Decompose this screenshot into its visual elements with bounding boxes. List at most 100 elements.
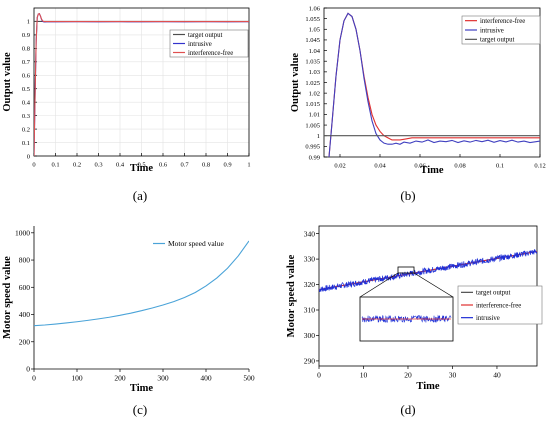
x-axis-label-c: Time	[130, 383, 153, 394]
legend-label-a-0: target output	[188, 32, 223, 39]
x-tick-label-9: 0.9	[223, 162, 231, 169]
y-tick-label-6: 0.6	[22, 73, 31, 80]
x-tick-label-5: 0.12	[534, 163, 545, 170]
series-line-d-2	[319, 249, 537, 293]
x-tick-label-4: 0.1	[496, 163, 504, 170]
legend-label-d-1: interference-free	[476, 302, 521, 309]
y-tick-label-0: 0	[26, 365, 30, 374]
y-tick-label-4: 330	[304, 255, 316, 264]
zoom-connector-right	[413, 272, 454, 298]
y-tick-label-1: 0.1	[22, 140, 30, 147]
x-tick-label-10: 1	[247, 162, 250, 169]
x-tick-label-3: 0.08	[454, 163, 465, 170]
x-tick-label-3: 0.3	[94, 162, 102, 169]
legend-d: target output interference-free intrusive	[457, 285, 543, 325]
series-line-b-1	[328, 12, 540, 157]
panel-b: 0.02 0.04 0.06 0.08 0.1 0.12 0.99 0.995 1 1.005 1.…	[290, 5, 546, 203]
series-group-c	[34, 240, 249, 327]
x-tick-label-0: 0	[317, 371, 321, 380]
y-tick-label-5: 1.015	[305, 101, 320, 108]
y-axis-label-b: Output value	[290, 53, 301, 113]
panel-label-d: (d)	[400, 402, 415, 417]
series-line-a-2	[34, 12, 249, 156]
x-tick-label-3: 30	[449, 371, 457, 380]
y-tick-label-1: 200	[19, 337, 31, 346]
x-tick-label-7: 0.7	[180, 162, 189, 169]
y-tick-label-3: 0.3	[22, 113, 30, 120]
y-tick-label-8: 0.8	[22, 46, 30, 53]
y-tick-label-11: 1.045	[305, 37, 320, 44]
legend-c: Motor speed value	[150, 237, 242, 250]
x-tick-label-0: 0	[32, 162, 35, 169]
legend-label-d-0: target output	[476, 290, 511, 297]
y-tick-label-2: 310	[304, 306, 316, 315]
y-tick-label-4: 0.4	[22, 99, 31, 106]
y-tick-label-5: 340	[304, 229, 316, 238]
x-tick-label-1: 0.1	[51, 162, 59, 169]
panel-label-a: (a)	[133, 188, 147, 203]
y-tick-label-5: 0.5	[22, 86, 30, 93]
panel-d: 0 10 20 30 40 290 300 310 320 330 340 Time Motor spe…	[286, 225, 543, 417]
x-tick-label-5: 500	[243, 374, 255, 383]
y-tick-label-10: 1.04	[309, 48, 321, 55]
x-axis-label-b: Time	[420, 165, 443, 176]
x-tick-label-2: 0.06	[414, 163, 426, 170]
x-tick-label-5: 0.5	[137, 162, 145, 169]
zoom-source-box	[397, 266, 415, 274]
x-axis-label-d: Time	[416, 381, 439, 392]
legend-label-c-0: Motor speed value	[168, 239, 224, 248]
y-tick-label-7: 1.025	[305, 80, 320, 87]
y-tick-label-2: 0.2	[22, 126, 30, 133]
y-tick-label-0: 0	[27, 153, 30, 160]
zoom-connector-left	[359, 272, 399, 298]
x-tick-label-4: 400	[200, 374, 212, 383]
y-tick-label-3: 320	[304, 280, 316, 289]
y-tick-label-13: 1.055	[305, 16, 320, 23]
y-axis-label-c: Motor speed value	[2, 256, 13, 339]
y-tick-label-2: 1	[317, 133, 320, 140]
y-tick-label-4: 1.01	[309, 112, 320, 119]
y-tick-label-2: 400	[19, 310, 31, 319]
legend-a: target output intrusive interference-free	[169, 29, 249, 58]
x-tick-label-1: 10	[360, 371, 368, 380]
y-tick-label-5: 1000	[15, 228, 30, 237]
y-tick-label-0: 0.99	[309, 154, 320, 161]
y-tick-label-9: 1.035	[305, 58, 320, 65]
panel-label-c: (c)	[133, 402, 147, 417]
panel-c: 0 100 200 300 400 500 0 200 400 600 800 1000 Time Mot…	[2, 226, 255, 417]
x-tick-label-2: 0.2	[73, 162, 81, 169]
x-axis-label-a: Time	[130, 163, 153, 174]
series-group-b	[324, 12, 540, 157]
x-tick-label-4: 0.4	[116, 162, 125, 169]
legend-label-b-0: interference-free	[480, 18, 525, 25]
series-group-d	[319, 249, 537, 293]
x-tick-label-3: 300	[157, 374, 169, 383]
legend-box-c	[150, 237, 242, 250]
series-group-a	[34, 12, 249, 156]
zoom-inset-group	[359, 266, 454, 342]
y-tick-label-7: 0.7	[22, 59, 31, 66]
y-tick-label-4: 800	[19, 256, 31, 265]
x-tick-label-1: 100	[71, 374, 83, 383]
x-tick-label-0: 0.02	[334, 163, 345, 170]
legend-label-d-2: intrusive	[476, 315, 500, 322]
y-tick-label-6: 1.02	[309, 90, 320, 97]
y-tick-label-3: 600	[19, 283, 31, 292]
y-tick-label-3: 1.005	[305, 122, 320, 129]
y-tick-label-9: 0.9	[22, 32, 30, 39]
x-tick-label-2: 200	[114, 374, 126, 383]
panel-label-b: (b)	[400, 188, 415, 203]
y-tick-label-1: 0.995	[305, 144, 320, 151]
x-tick-label-8: 0.8	[202, 162, 210, 169]
panel-a: 0 0.1 0.2 0.3 0.4 0.5 0.6 0.7 0.8 0.9 1 0 0.1 0.2 0.3 0…	[2, 7, 251, 203]
y-tick-label-14: 1.06	[309, 5, 321, 12]
x-tick-label-6: 0.6	[159, 162, 168, 169]
legend-label-a-2: interference-free	[188, 50, 233, 57]
x-tick-label-0: 0	[32, 374, 36, 383]
legend-label-b-1: intrusive	[480, 27, 504, 34]
y-tick-label-10: 1	[27, 19, 30, 26]
y-axis-label-d: Motor speed value	[286, 254, 297, 337]
x-tick-label-1: 0.04	[374, 163, 386, 170]
y-axis-label-a: Output value	[2, 52, 13, 112]
